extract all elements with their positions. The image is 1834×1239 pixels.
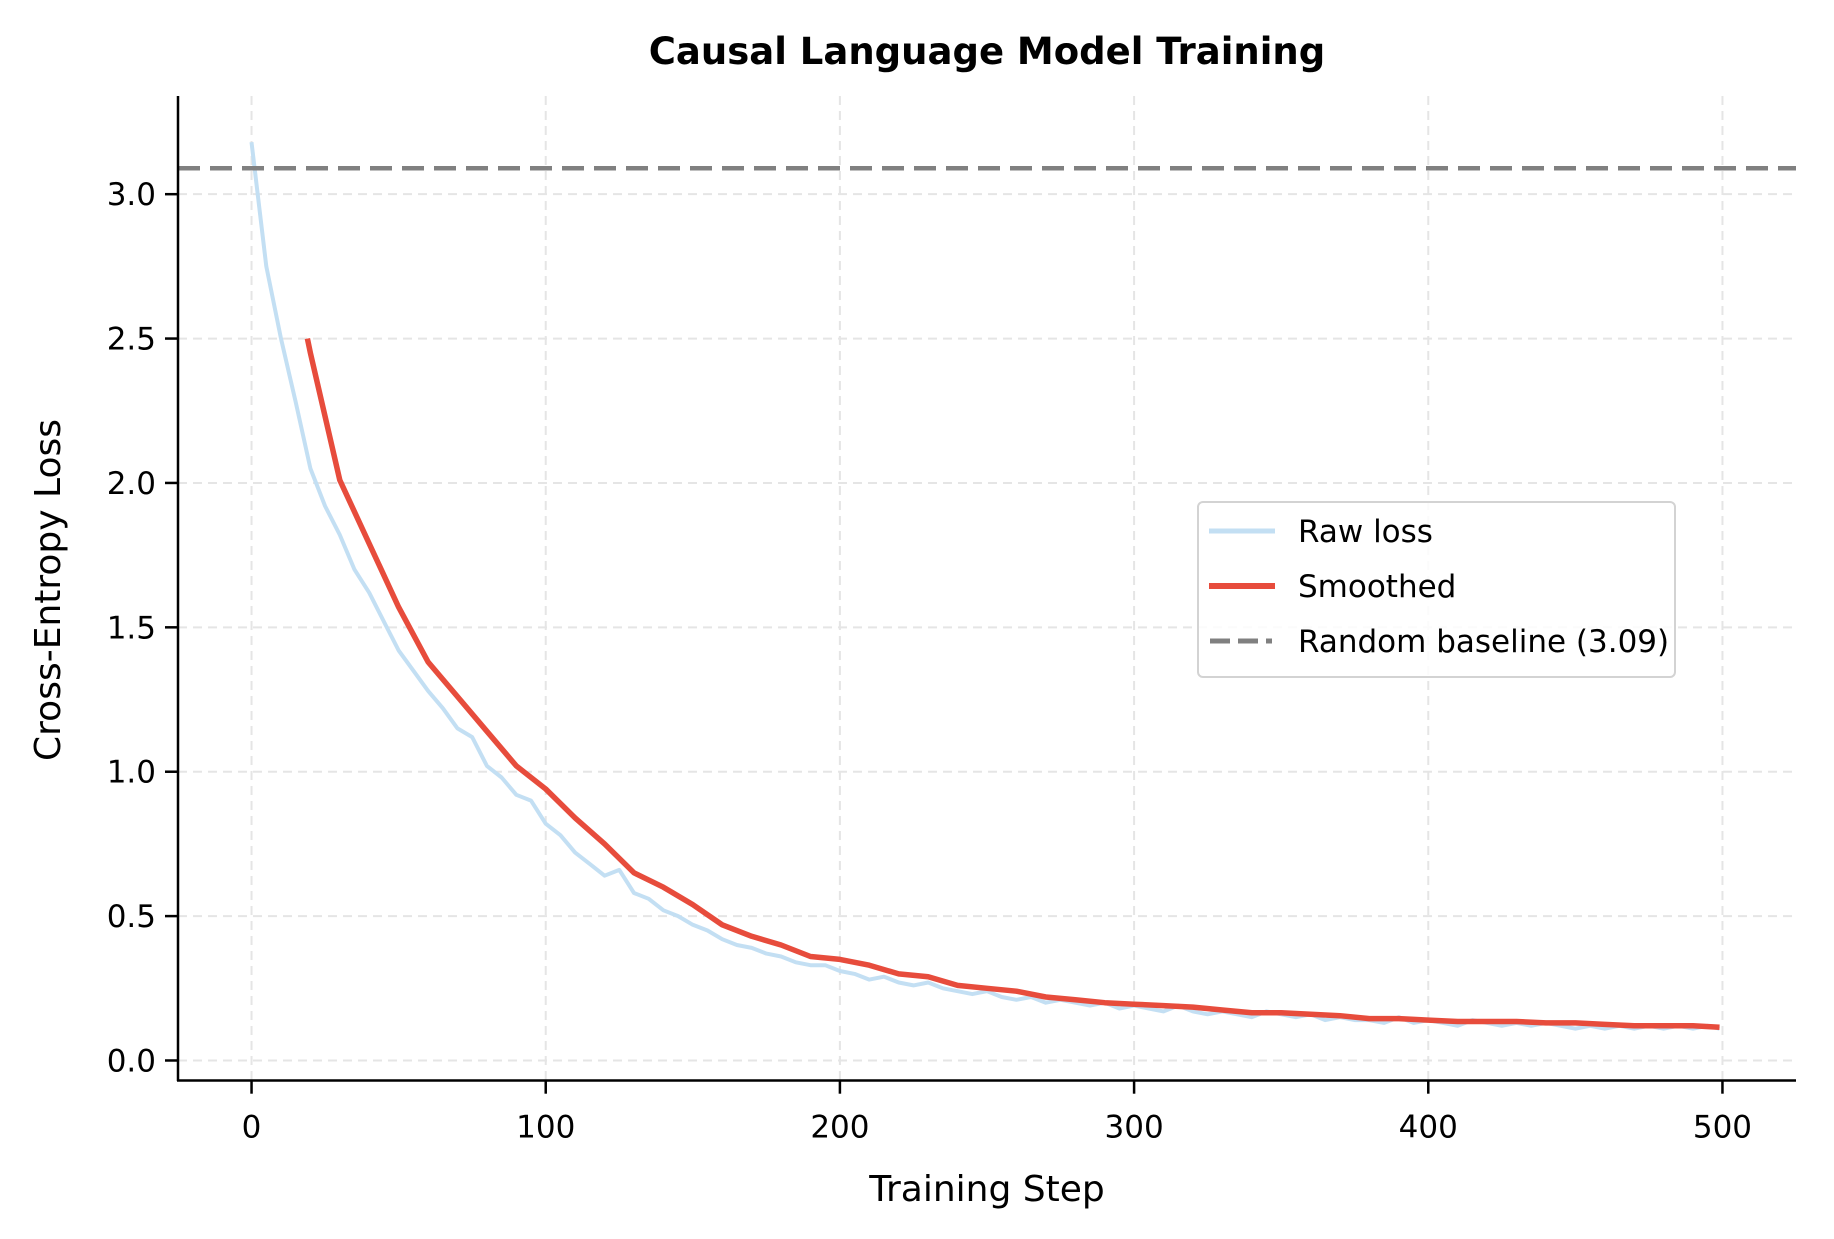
x-tick-label: 300 xyxy=(1105,1110,1164,1146)
x-tick-label: 200 xyxy=(810,1110,869,1146)
smoothed-loss-line xyxy=(304,338,1720,1031)
legend-frame xyxy=(1197,501,1676,678)
y-axis-label: Cross-Entropy Loss xyxy=(28,419,69,761)
ticks: 0 100 200 300 400 500 0.0 0.5 1.0 1.5 2.0 2.5 3.0 xyxy=(107,177,1752,1146)
y-tick-label: 2.5 xyxy=(107,322,156,358)
y-tick-label: 3.0 xyxy=(107,177,156,213)
legend-label-smoothed: Smoothed xyxy=(1298,569,1456,605)
legend-label-raw: Raw loss xyxy=(1298,514,1433,550)
legend-label-baseline: Random baseline (3.09) xyxy=(1298,624,1669,660)
y-tick-label: 0.0 xyxy=(107,1043,156,1079)
y-tick-label: 1.5 xyxy=(107,610,156,646)
y-tick-label: 0.5 xyxy=(107,899,156,935)
series-layer xyxy=(178,141,1796,1031)
x-tick-label: 400 xyxy=(1399,1110,1458,1146)
x-tick-label: 0 xyxy=(242,1110,262,1146)
x-axis-label: Training Step xyxy=(868,1169,1104,1210)
y-tick-label: 2.0 xyxy=(107,466,156,502)
x-tick-label: 500 xyxy=(1693,1110,1752,1146)
y-tick-label: 1.0 xyxy=(107,755,156,791)
x-tick-label: 100 xyxy=(516,1110,575,1146)
chart-title: Causal Language Model Training xyxy=(649,30,1325,73)
legend: Raw loss Smoothed Random baseline (3.09) xyxy=(1197,501,1676,678)
